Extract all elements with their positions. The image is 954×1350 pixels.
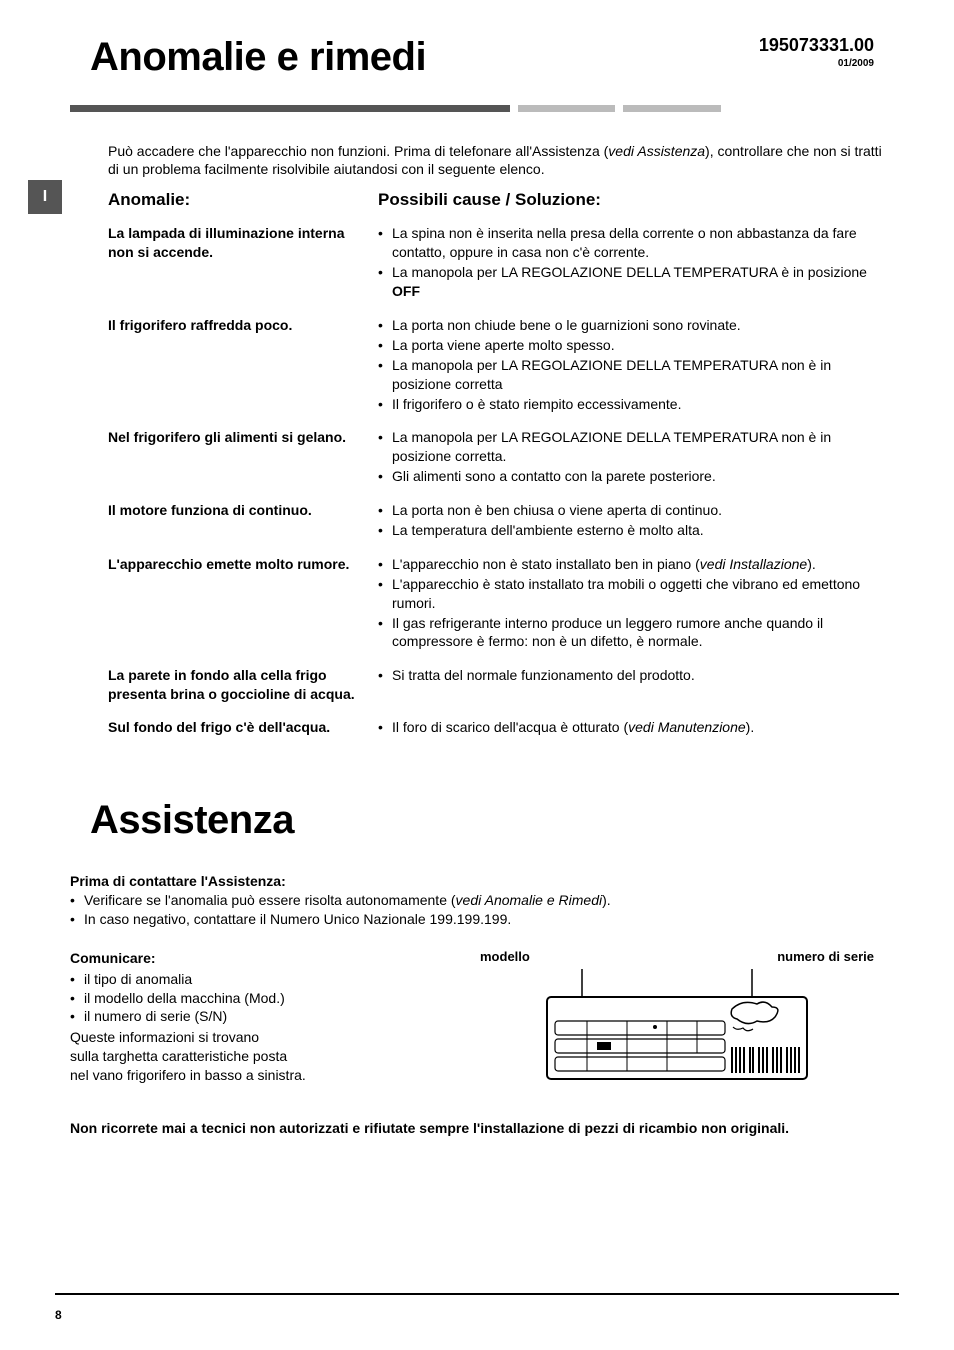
problem-causes: La spina non è inserita nella presa dell… — [378, 224, 884, 302]
cause-item: Il gas refrigerante interno produce un l… — [378, 614, 884, 652]
assist-info-line: nel vano frigorifero in basso a sinistra… — [70, 1066, 470, 1085]
problem-label: Il frigorifero raffredda poco. — [108, 316, 378, 414]
col-header-anomalies: Anomalie: — [108, 190, 378, 210]
cause-item: Si tratta del normale funzionamento del … — [378, 666, 884, 685]
cause-item: La porta viene aperte molto spesso. — [378, 336, 884, 355]
col-header-causes: Possibili cause / Soluzione: — [378, 190, 601, 210]
cause-item: La porta non chiude bene o le guarnizion… — [378, 316, 884, 335]
assist-warning: Non ricorrete mai a tecnici non autorizz… — [70, 1120, 884, 1136]
problem-label: Il motore funziona di continuo. — [108, 501, 378, 541]
assist-list-communicate: il tipo di anomaliail modello della macc… — [70, 970, 470, 1027]
cause-item: La spina non è inserita nella presa dell… — [378, 224, 884, 262]
page-title: Anomalie e rimedi — [70, 35, 426, 80]
intro-ref: vedi Assistenza — [608, 143, 705, 159]
problem-causes: La manopola per LA REGOLAZIONE DELLA TEM… — [378, 428, 884, 487]
cause-item: Il foro di scarico dell'acqua è otturato… — [378, 718, 884, 737]
problem-label: La parete in fondo alla cella frigo pres… — [108, 666, 378, 704]
problem-row: L'apparecchio emette molto rumore.L'appa… — [108, 555, 884, 652]
problem-label: L'apparecchio emette molto rumore. — [108, 555, 378, 652]
assist-info-line: Queste informazioni si trovano — [70, 1028, 470, 1047]
intro-pre: Può accadere che l'apparecchio non funzi… — [108, 143, 608, 159]
assist-heading-communicate: Comunicare: — [70, 949, 470, 968]
plate-label-serial: numero di serie — [777, 949, 874, 964]
problem-row: La lampada di illuminazione interna non … — [108, 224, 884, 302]
rating-plate-svg — [537, 969, 817, 1084]
cause-item: L'apparecchio non è stato installato ben… — [378, 555, 884, 574]
doc-number: 195073331.00 — [759, 35, 874, 56]
problem-label: La lampada di illuminazione interna non … — [108, 224, 378, 302]
cause-item: La temperatura dell'ambiente esterno è m… — [378, 521, 884, 540]
language-tab: I — [28, 180, 62, 214]
cause-item: La porta non è ben chiusa o viene aperta… — [378, 501, 884, 520]
cause-item: L'apparecchio è stato installato tra mob… — [378, 575, 884, 613]
assist-list-before: Verificare se l'anomalia può essere riso… — [70, 891, 884, 929]
problem-causes: Il foro di scarico dell'acqua è otturato… — [378, 718, 884, 738]
cause-item: La manopola per LA REGOLAZIONE DELLA TEM… — [378, 263, 884, 301]
cause-item: Gli alimenti sono a contatto con la pare… — [378, 467, 884, 486]
problem-row: Il frigorifero raffredda poco.La porta n… — [108, 316, 884, 414]
problem-row: Sul fondo del frigo c'è dell'acqua.Il fo… — [108, 718, 884, 738]
plate-label-model: modello — [480, 949, 530, 964]
cause-item: Il frigorifero o è stato riempito eccess… — [378, 395, 884, 414]
intro-text: Può accadere che l'apparecchio non funzi… — [108, 142, 884, 178]
problems-body: La lampada di illuminazione interna non … — [70, 224, 884, 738]
doc-date: 01/2009 — [759, 58, 874, 69]
problem-row: Il motore funziona di continuo.La porta … — [108, 501, 884, 541]
section-assistance-title: Assistenza — [90, 798, 884, 843]
assist-info-location: Queste informazioni si trovanosulla targ… — [70, 1028, 470, 1085]
assist-item: Verificare se l'anomalia può essere riso… — [70, 891, 884, 910]
problem-causes: La porta non è ben chiusa o viene aperta… — [378, 501, 884, 541]
page-number: 8 — [55, 1308, 62, 1322]
problem-row: Nel frigorifero gli alimenti si gelano.L… — [108, 428, 884, 487]
assist-item: il tipo di anomalia — [70, 970, 470, 989]
problem-causes: La porta non chiude bene o le guarnizion… — [378, 316, 884, 414]
assist-heading-before: Prima di contattare l'Assistenza: — [70, 873, 884, 889]
assist-item: In caso negativo, contattare il Numero U… — [70, 910, 884, 929]
assist-item: il modello della macchina (Mod.) — [70, 989, 470, 1008]
footer-rule — [55, 1293, 899, 1295]
problem-causes: L'apparecchio non è stato installato ben… — [378, 555, 884, 652]
assist-item: il numero di serie (S/N) — [70, 1007, 470, 1026]
header-divider — [70, 105, 884, 112]
cause-item: La manopola per LA REGOLAZIONE DELLA TEM… — [378, 428, 884, 466]
problem-label: Nel frigorifero gli alimenti si gelano. — [108, 428, 378, 487]
rating-plate-diagram: modello numero di serie — [470, 949, 884, 1085]
cause-item: La manopola per LA REGOLAZIONE DELLA TEM… — [378, 356, 884, 394]
assist-info-line: sulla targhetta caratteristiche posta — [70, 1047, 470, 1066]
problem-row: La parete in fondo alla cella frigo pres… — [108, 666, 884, 704]
problem-causes: Si tratta del normale funzionamento del … — [378, 666, 884, 704]
problem-label: Sul fondo del frigo c'è dell'acqua. — [108, 718, 378, 738]
